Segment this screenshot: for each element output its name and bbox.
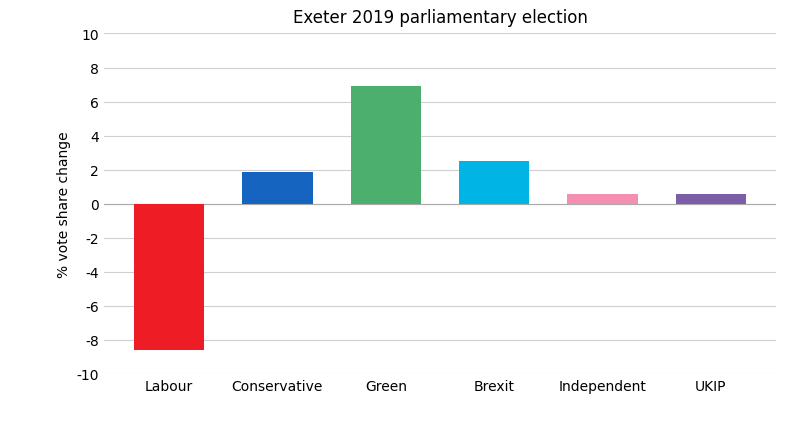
Bar [676, 195, 746, 204]
Bar [242, 173, 313, 204]
Bar [459, 162, 530, 204]
Title: Exeter 2019 parliamentary election: Exeter 2019 parliamentary election [293, 9, 587, 28]
Y-axis label: % vote share change: % vote share change [57, 131, 71, 277]
Bar [134, 204, 204, 350]
Bar [350, 87, 421, 204]
Bar [567, 195, 638, 204]
